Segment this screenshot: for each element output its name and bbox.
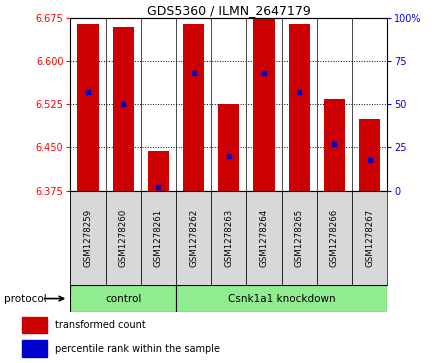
Text: GSM1278263: GSM1278263: [224, 209, 233, 267]
Bar: [77, 24, 99, 191]
Bar: [211, 191, 246, 285]
Bar: [113, 27, 134, 191]
Text: GSM1278259: GSM1278259: [84, 209, 92, 267]
Bar: [317, 191, 352, 285]
Bar: [352, 191, 387, 285]
Text: protocol: protocol: [4, 294, 47, 303]
Bar: [106, 191, 141, 285]
Text: transformed count: transformed count: [55, 321, 146, 330]
Bar: [324, 99, 345, 191]
Text: percentile rank within the sample: percentile rank within the sample: [55, 344, 220, 354]
Bar: [176, 191, 211, 285]
Bar: [22, 340, 47, 357]
Text: GSM1278265: GSM1278265: [295, 209, 304, 267]
Bar: [253, 18, 275, 191]
Text: GSM1278260: GSM1278260: [119, 209, 128, 267]
Bar: [183, 24, 204, 191]
Bar: [218, 104, 239, 191]
Bar: [70, 191, 106, 285]
Bar: [70, 285, 176, 312]
Bar: [22, 317, 47, 333]
Title: GDS5360 / ILMN_2647179: GDS5360 / ILMN_2647179: [147, 4, 311, 17]
Bar: [176, 285, 387, 312]
Text: GSM1278266: GSM1278266: [330, 209, 339, 267]
Text: GSM1278261: GSM1278261: [154, 209, 163, 267]
Text: control: control: [105, 294, 141, 303]
Text: GSM1278267: GSM1278267: [365, 209, 374, 267]
Bar: [246, 191, 282, 285]
Bar: [289, 24, 310, 191]
Bar: [359, 119, 380, 191]
Text: Csnk1a1 knockdown: Csnk1a1 knockdown: [228, 294, 335, 303]
Text: GSM1278262: GSM1278262: [189, 209, 198, 267]
Text: GSM1278264: GSM1278264: [260, 209, 268, 267]
Bar: [141, 191, 176, 285]
Bar: [148, 151, 169, 191]
Bar: [282, 191, 317, 285]
